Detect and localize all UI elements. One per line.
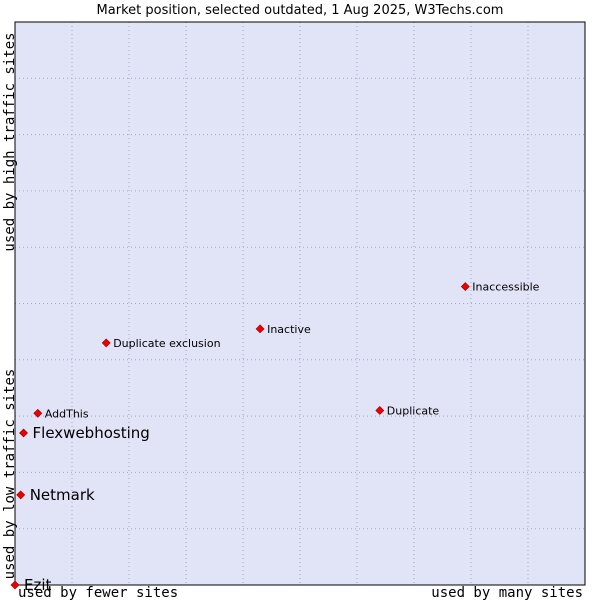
x-axis-label-high: used by many sites: [431, 585, 583, 600]
point-marker-duplicate[interactable]: [375, 406, 385, 415]
point-label-addthis: AddThis: [45, 407, 89, 420]
point-label-duplicate-exclusion: Duplicate exclusion: [113, 337, 220, 350]
point-label-netmark: Netmark: [30, 486, 95, 504]
chart-title: Market position, selected outdated, 1 Au…: [97, 3, 504, 18]
point-label-inaccessible: Inaccessible: [472, 281, 539, 294]
point-label-duplicate: Duplicate: [387, 404, 440, 417]
point-label-inactive: Inactive: [267, 323, 311, 336]
point-marker-flexwebhosting[interactable]: [19, 428, 28, 438]
point-marker-duplicate-exclusion[interactable]: [101, 338, 111, 348]
y-axis-label-high: used by high traffic sites: [2, 32, 18, 251]
point-label-ezit: Ezit: [24, 576, 52, 594]
y-axis-label-low: used by low traffic sites: [2, 369, 18, 580]
point-marker-addthis[interactable]: [33, 408, 43, 418]
data-points: Inaccessible Inactive Duplicate exclusion D…: [10, 281, 540, 594]
point-marker-inactive[interactable]: [255, 324, 265, 334]
point-label-flexwebhosting: Flexwebhosting: [33, 424, 150, 442]
x-axis-label-low: used by fewer sites: [18, 585, 178, 600]
grid-lines: [15, 22, 585, 585]
point-marker-netmark[interactable]: [16, 490, 26, 500]
point-marker-inaccessible[interactable]: [460, 282, 470, 292]
plot-border: [14, 21, 586, 586]
point-marker-ezit[interactable]: [10, 580, 20, 590]
